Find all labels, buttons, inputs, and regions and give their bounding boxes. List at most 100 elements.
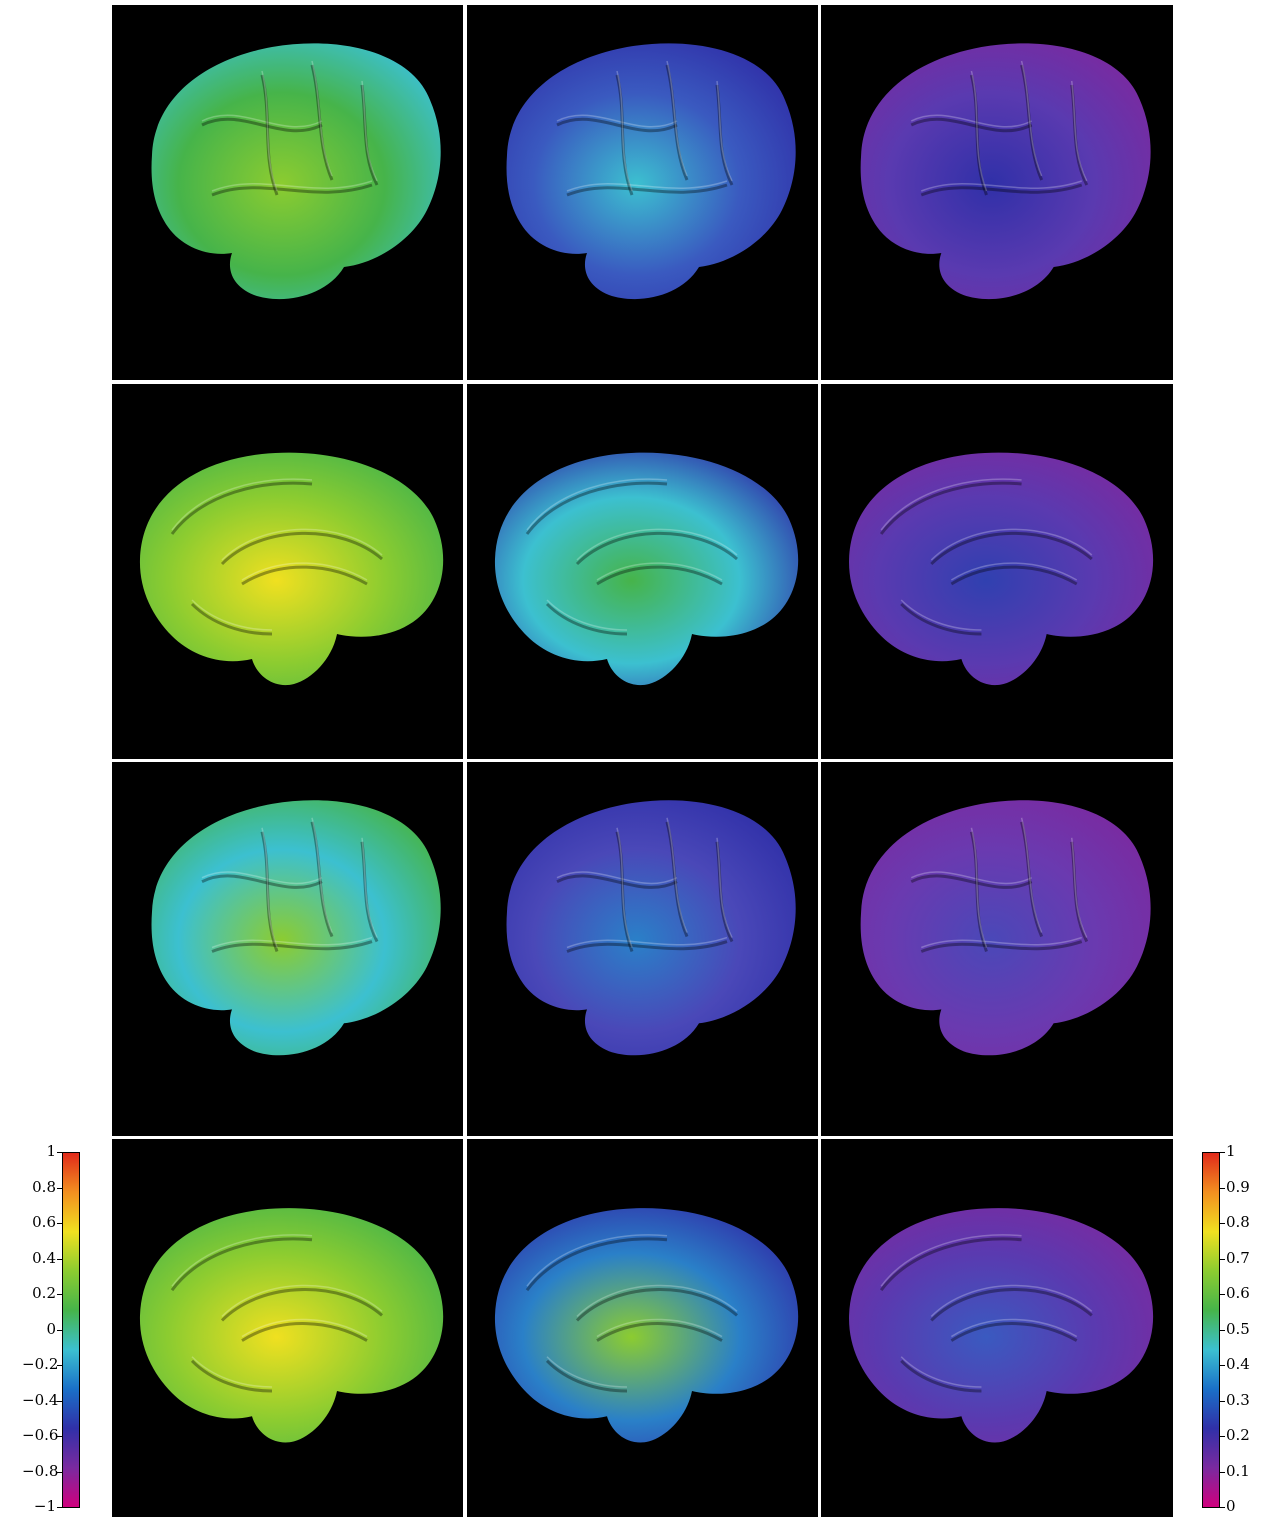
sulcus-2 xyxy=(596,1322,723,1342)
colorbar-tick-mark xyxy=(1220,1471,1225,1473)
colorbar-tick-label: 0.1 xyxy=(1226,1461,1250,1480)
gyrus-highlight-2 xyxy=(566,180,728,192)
gyrus-highlight-5 xyxy=(1070,80,1088,182)
colorbar-tick-label: 0.3 xyxy=(1226,1390,1250,1409)
colorbar-tick-mark xyxy=(57,1471,62,1473)
gyrus-highlight-3 xyxy=(261,827,278,948)
sulcus-1 xyxy=(220,531,383,566)
colorbar-tick-mark xyxy=(57,1365,62,1366)
sulcus-3 xyxy=(969,831,988,953)
colorbar-tick-label: −0.4 xyxy=(22,1390,59,1409)
gyrus-highlight-3 xyxy=(171,1234,313,1287)
gyrus-highlight-3 xyxy=(616,70,633,192)
colorbar-tick-mark xyxy=(1220,1223,1225,1224)
colorbar-left-gradient xyxy=(62,1152,80,1508)
colorbar-tick-mark xyxy=(57,1507,62,1508)
sulcus-4 xyxy=(190,602,273,636)
sulcus-3 xyxy=(879,1237,1022,1292)
panel-row1-col3 xyxy=(821,5,1173,380)
gyrus-highlight-1 xyxy=(930,528,1093,561)
gyrus-highlight-1 xyxy=(910,871,1032,885)
gyrus-highlight-2 xyxy=(241,562,368,581)
gyrus-highlight-4 xyxy=(191,599,273,631)
panel-row2-col2 xyxy=(467,384,818,759)
colorbar-tick-mark xyxy=(57,1294,62,1295)
sulcus-4 xyxy=(545,1359,628,1393)
colorbar-tick-mark xyxy=(57,1436,62,1437)
sulcus-2 xyxy=(566,183,728,197)
brain-surface-row2-col3 xyxy=(849,452,1154,686)
colorbar-tick-label: −0.2 xyxy=(22,1355,59,1373)
panel-row1-col2 xyxy=(467,5,818,380)
colorbar-tick-mark xyxy=(1220,1400,1225,1402)
gyrus-highlight-4 xyxy=(311,60,333,177)
brain-render-row2-col3 xyxy=(849,452,1154,686)
colorbar-tick-label: 0 xyxy=(1226,1497,1236,1515)
colorbar-tick-label: −1 xyxy=(33,1497,56,1515)
sulcus-1 xyxy=(556,874,678,889)
brain-render-row1-col3 xyxy=(860,43,1151,300)
colorbar-tick-label: 0.5 xyxy=(1226,1319,1250,1338)
gyrus-highlight-1 xyxy=(221,1284,383,1317)
colorbar-tick-label: −0.8 xyxy=(22,1461,59,1480)
colorbar-tick-mark xyxy=(1220,1294,1225,1295)
sulcus-5 xyxy=(1070,841,1089,943)
brain-surface-row1-col3 xyxy=(860,43,1151,300)
brain-surface-row1-col2 xyxy=(506,43,796,300)
colorbar-right-gradient xyxy=(1202,1152,1220,1508)
gyrus-highlight-1 xyxy=(201,114,323,128)
gyrus-highlight-1 xyxy=(201,871,323,885)
panel-row4-col1 xyxy=(112,1139,463,1517)
colorbar-tick-label: 1 xyxy=(46,1142,56,1160)
sulcus-3 xyxy=(615,74,634,196)
gyrus-highlight-5 xyxy=(361,80,378,182)
sulcus-3 xyxy=(879,481,1022,535)
gyrus-highlight-5 xyxy=(716,80,733,182)
colorbar-tick-mark xyxy=(1220,1507,1225,1508)
sulcus-4 xyxy=(900,602,982,636)
sulcus-4 xyxy=(665,821,689,938)
gyrus-highlight-1 xyxy=(221,528,383,561)
brain-surface-figure xyxy=(112,5,1173,1517)
colorbar-tick-label: 0 xyxy=(46,1319,56,1338)
brain-surface-row3-col1 xyxy=(151,800,441,1056)
brain-render-row4-col1 xyxy=(139,1208,444,1443)
gyrus-highlight-1 xyxy=(910,114,1032,128)
gyrus-highlight-3 xyxy=(171,478,313,531)
brain-render-row4-col2 xyxy=(494,1208,799,1443)
brain-surface-row1-col1 xyxy=(151,43,441,300)
colorbar-tick-label: 0.6 xyxy=(1226,1284,1250,1302)
sulcus-4 xyxy=(900,1359,982,1393)
colorbar-tick-label: 0.9 xyxy=(1226,1177,1250,1196)
panel-row2-col3 xyxy=(821,384,1173,759)
panel-row2-col1 xyxy=(112,384,463,759)
colorbar-tick-mark xyxy=(57,1223,62,1224)
sulcus-1 xyxy=(201,874,323,889)
brain-render-row2-col1 xyxy=(139,452,444,686)
colorbar-tick-mark xyxy=(57,1187,62,1189)
brain-render-row1-col1 xyxy=(151,43,441,300)
gyrus-highlight-2 xyxy=(211,180,373,192)
colorbar-tick-label: 0.6 xyxy=(32,1213,56,1231)
sulcus-2 xyxy=(920,183,1083,197)
colorbar-tick-label: 0.2 xyxy=(32,1284,56,1302)
gyrus-highlight-5 xyxy=(1070,837,1088,938)
brain-surface-row4-col1 xyxy=(139,1208,444,1443)
sulcus-2 xyxy=(211,183,373,197)
brain-render-row1-col2 xyxy=(506,43,796,300)
brain-render-row3-col1 xyxy=(151,800,441,1056)
gyrus-highlight-3 xyxy=(970,827,988,948)
colorbar-tick-label: 0.8 xyxy=(32,1177,56,1196)
sulcus-2 xyxy=(241,565,368,586)
gyrus-highlight-3 xyxy=(616,827,633,948)
gyrus-highlight-3 xyxy=(526,478,668,531)
sulcus-4 xyxy=(665,64,689,181)
gyrus-highlight-4 xyxy=(546,1356,628,1388)
sulcus-2 xyxy=(950,565,1078,586)
gyrus-highlight-2 xyxy=(241,1318,368,1338)
gyrus-highlight-4 xyxy=(666,60,688,177)
colorbar-tick-label: 0.8 xyxy=(1226,1213,1250,1231)
sulcus-3 xyxy=(260,831,279,953)
panel-row4-col2 xyxy=(467,1139,818,1517)
gyrus-highlight-3 xyxy=(526,1234,668,1287)
